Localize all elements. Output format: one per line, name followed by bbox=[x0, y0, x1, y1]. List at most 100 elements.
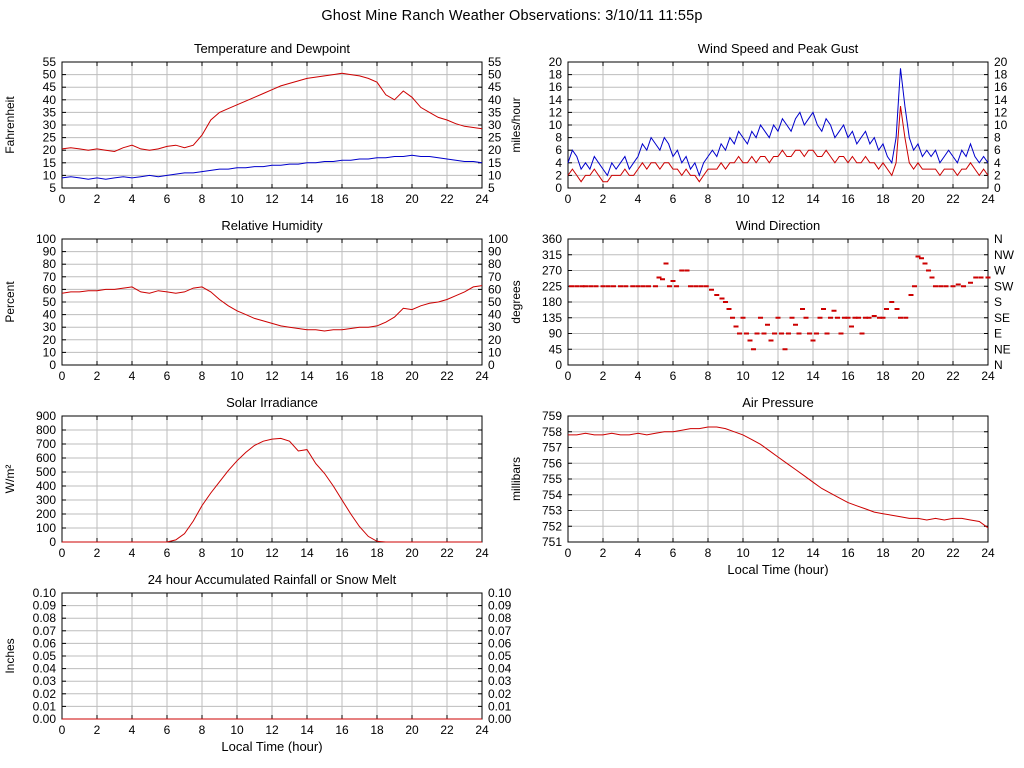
svg-text:0: 0 bbox=[555, 358, 562, 372]
svg-text:6: 6 bbox=[555, 143, 562, 157]
svg-text:2: 2 bbox=[555, 168, 562, 182]
svg-text:270: 270 bbox=[542, 264, 562, 278]
svg-text:50: 50 bbox=[43, 295, 57, 309]
svg-text:16: 16 bbox=[335, 369, 349, 383]
svg-text:0: 0 bbox=[59, 192, 66, 206]
svg-text:2: 2 bbox=[994, 168, 1001, 182]
page-title: Ghost Mine Ranch Weather Observations: 3… bbox=[321, 8, 703, 24]
svg-text:753: 753 bbox=[542, 504, 562, 518]
svg-text:N: N bbox=[994, 232, 1003, 246]
chart-canvas-pressure: 0 2 4 6 8 10 12 14 16 18 20 22 247517527537547557567… bbox=[509, 395, 995, 577]
svg-text:900: 900 bbox=[36, 409, 56, 423]
svg-text:40: 40 bbox=[43, 308, 57, 322]
svg-text:22: 22 bbox=[440, 192, 454, 206]
svg-text:6: 6 bbox=[164, 546, 171, 560]
svg-text:70: 70 bbox=[43, 270, 57, 284]
svg-text:8: 8 bbox=[199, 723, 206, 737]
svg-text:10: 10 bbox=[736, 192, 750, 206]
svg-text:20: 20 bbox=[488, 333, 502, 347]
svg-text:4: 4 bbox=[555, 156, 562, 170]
svg-text:758: 758 bbox=[542, 425, 562, 439]
svg-text:5: 5 bbox=[49, 181, 56, 195]
svg-text:60: 60 bbox=[43, 282, 57, 296]
svg-text:6: 6 bbox=[164, 192, 171, 206]
svg-text:SE: SE bbox=[994, 311, 1010, 325]
svg-text:14: 14 bbox=[994, 93, 1008, 107]
svg-text:10: 10 bbox=[230, 192, 244, 206]
svg-text:0: 0 bbox=[488, 358, 495, 372]
svg-text:20: 20 bbox=[911, 546, 925, 560]
svg-text:10: 10 bbox=[488, 168, 502, 182]
svg-text:10: 10 bbox=[230, 723, 244, 737]
svg-text:0.03: 0.03 bbox=[488, 674, 512, 688]
svg-text:2: 2 bbox=[94, 192, 101, 206]
svg-text:Local Time (hour): Local Time (hour) bbox=[727, 562, 828, 576]
svg-text:18: 18 bbox=[876, 369, 890, 383]
svg-text:Relative Humidity: Relative Humidity bbox=[221, 218, 323, 233]
svg-text:2: 2 bbox=[600, 192, 607, 206]
svg-text:6: 6 bbox=[670, 546, 677, 560]
svg-text:18: 18 bbox=[994, 68, 1008, 82]
svg-text:0.01: 0.01 bbox=[33, 699, 57, 713]
svg-text:W/m²: W/m² bbox=[3, 465, 17, 494]
svg-text:10: 10 bbox=[549, 118, 563, 132]
svg-text:45: 45 bbox=[43, 80, 57, 94]
svg-text:752: 752 bbox=[542, 519, 562, 533]
svg-text:0: 0 bbox=[59, 723, 66, 737]
svg-text:0: 0 bbox=[565, 369, 572, 383]
svg-text:16: 16 bbox=[994, 80, 1008, 94]
svg-text:30: 30 bbox=[488, 118, 502, 132]
svg-text:40: 40 bbox=[488, 93, 502, 107]
svg-text:16: 16 bbox=[335, 192, 349, 206]
svg-text:45: 45 bbox=[488, 80, 502, 94]
svg-text:30: 30 bbox=[43, 320, 57, 334]
svg-text:0: 0 bbox=[565, 546, 572, 560]
svg-text:0.10: 0.10 bbox=[488, 586, 512, 600]
chart-wind-direction: 0 2 4 6 8 10 12 14 16 18 20 22 24 0 N 45 NE 90 E 135 SE 180 S 2… bbox=[506, 217, 1018, 399]
svg-text:0.00: 0.00 bbox=[488, 712, 512, 726]
svg-text:Temperature and Dewpoint: Temperature and Dewpoint bbox=[194, 41, 350, 56]
svg-text:8: 8 bbox=[199, 192, 206, 206]
svg-text:4: 4 bbox=[635, 546, 642, 560]
svg-text:200: 200 bbox=[36, 507, 56, 521]
svg-text:50: 50 bbox=[488, 295, 502, 309]
svg-text:90: 90 bbox=[488, 245, 502, 259]
svg-text:5: 5 bbox=[488, 181, 495, 195]
svg-text:18: 18 bbox=[370, 546, 384, 560]
svg-text:2: 2 bbox=[94, 369, 101, 383]
svg-text:NE: NE bbox=[994, 342, 1011, 356]
svg-text:22: 22 bbox=[946, 192, 960, 206]
svg-text:degrees: degrees bbox=[509, 280, 523, 323]
svg-text:30: 30 bbox=[43, 118, 57, 132]
svg-text:80: 80 bbox=[43, 257, 57, 271]
svg-text:16: 16 bbox=[841, 369, 855, 383]
svg-text:225: 225 bbox=[542, 279, 562, 293]
svg-text:100: 100 bbox=[36, 232, 56, 246]
svg-text:Percent: Percent bbox=[3, 281, 17, 323]
svg-text:35: 35 bbox=[43, 105, 57, 119]
svg-text:16: 16 bbox=[841, 192, 855, 206]
svg-text:90: 90 bbox=[549, 327, 563, 341]
svg-text:20: 20 bbox=[43, 333, 57, 347]
svg-text:14: 14 bbox=[300, 192, 314, 206]
svg-text:12: 12 bbox=[265, 192, 279, 206]
svg-text:700: 700 bbox=[36, 437, 56, 451]
svg-text:80: 80 bbox=[488, 257, 502, 271]
svg-text:8: 8 bbox=[705, 369, 712, 383]
svg-text:180: 180 bbox=[542, 295, 562, 309]
svg-text:14: 14 bbox=[300, 723, 314, 737]
svg-text:W: W bbox=[994, 264, 1006, 278]
svg-text:14: 14 bbox=[300, 546, 314, 560]
svg-text:16: 16 bbox=[841, 546, 855, 560]
svg-text:757: 757 bbox=[542, 441, 562, 455]
svg-text:20: 20 bbox=[405, 723, 419, 737]
chart-air-pressure: 0 2 4 6 8 10 12 14 16 18 20 22 24 751 752 753 754 755 756 7… bbox=[506, 394, 1018, 577]
svg-text:0.02: 0.02 bbox=[33, 687, 57, 701]
svg-text:0.06: 0.06 bbox=[488, 636, 512, 650]
svg-text:NW: NW bbox=[994, 248, 1015, 262]
svg-text:12: 12 bbox=[265, 723, 279, 737]
svg-text:16: 16 bbox=[335, 546, 349, 560]
svg-text:16: 16 bbox=[549, 80, 563, 94]
svg-text:0.10: 0.10 bbox=[33, 586, 57, 600]
svg-text:S: S bbox=[994, 295, 1002, 309]
